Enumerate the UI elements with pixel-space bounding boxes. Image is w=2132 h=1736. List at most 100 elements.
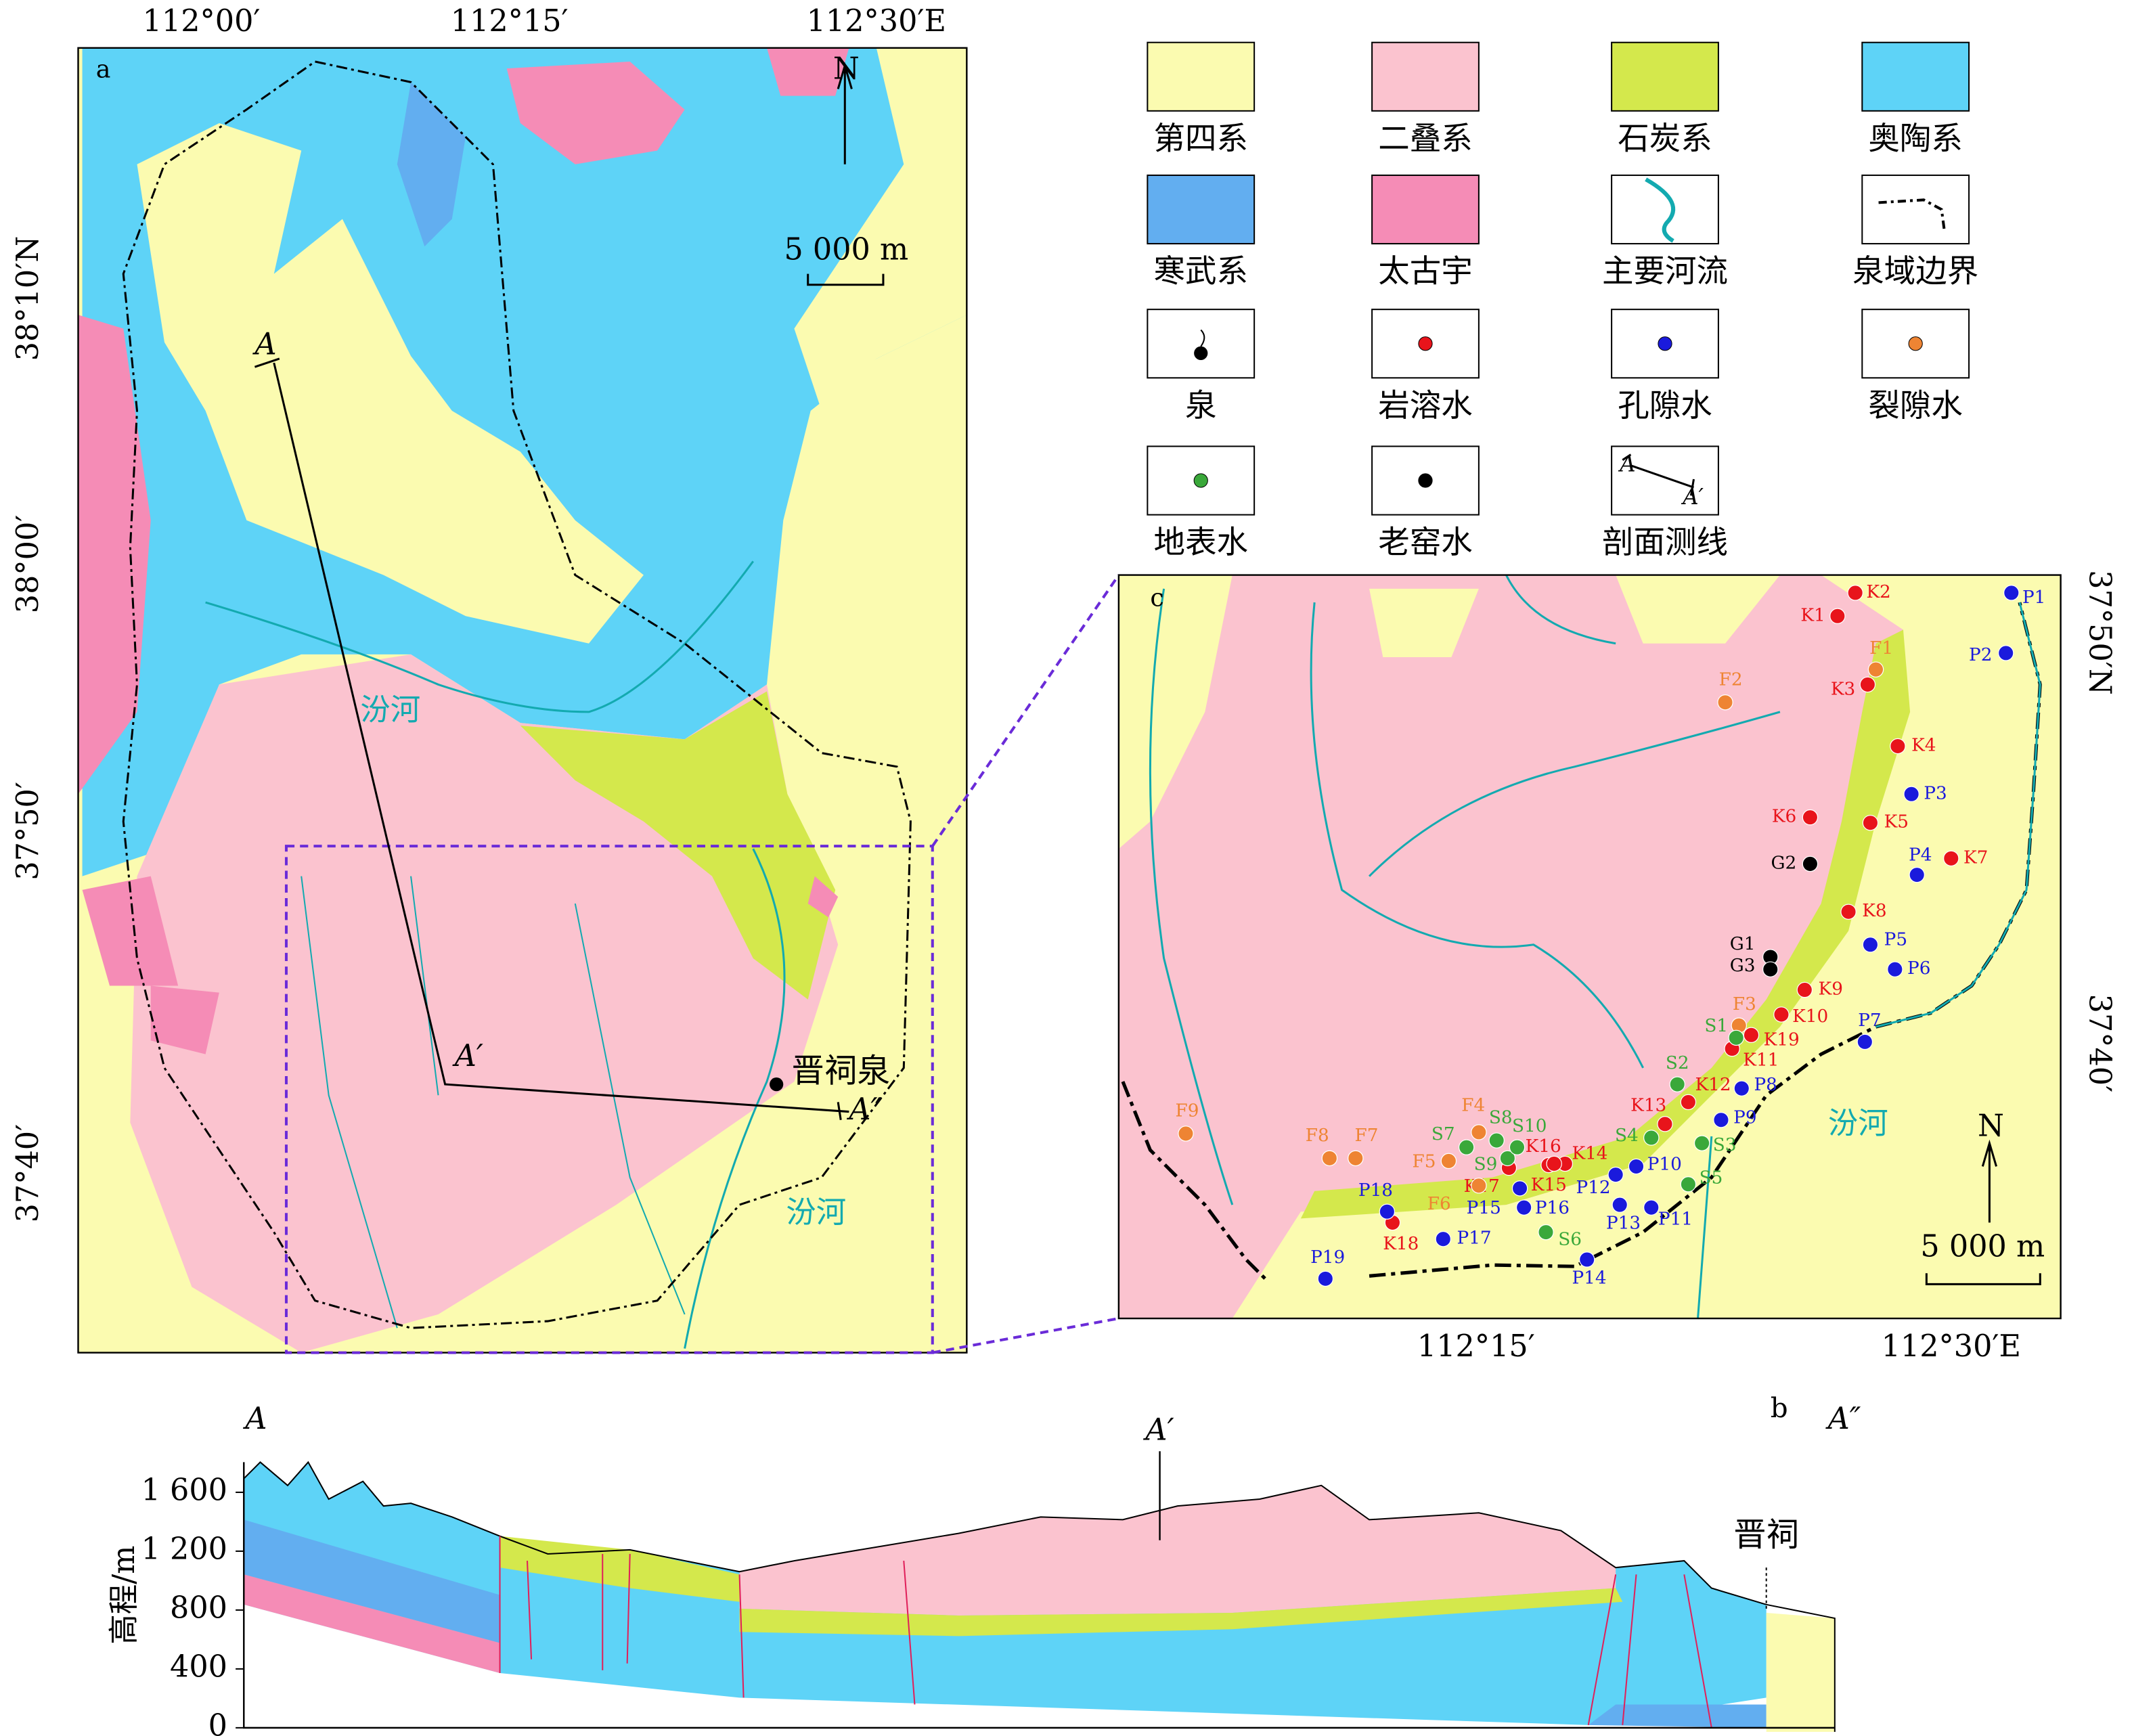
sample-point [1847, 585, 1863, 601]
sample-point [1515, 1199, 1532, 1216]
sample-label: K13 [1630, 1095, 1666, 1115]
legend-swatch [1861, 174, 1970, 245]
scale-label: 5 000 m [784, 233, 908, 267]
sample-label: G2 [1771, 853, 1796, 873]
legend-label: 老窑水 [1378, 524, 1473, 560]
section-label: A″ [846, 1092, 882, 1127]
sample-label: K6 [1772, 807, 1796, 827]
lat-label: 37°50′ [11, 782, 45, 881]
sample-point [1859, 676, 1876, 693]
legend-label: 石炭系 [1618, 120, 1712, 156]
legend-label: 二叠系 [1378, 120, 1473, 156]
sample-point [1643, 1130, 1660, 1146]
sample-point [1717, 694, 1733, 711]
panel-label: c [1150, 583, 1163, 613]
legend-label: 寒武系 [1153, 253, 1248, 290]
sample-point [1762, 961, 1779, 977]
legend-swatch [1147, 41, 1256, 112]
sample-label: F6 [1427, 1194, 1451, 1214]
legend-section [1622, 453, 1695, 496]
section-end: A′ [1142, 1412, 1174, 1447]
lon-label: 112°30′E [1882, 1329, 2021, 1364]
section-end: A [242, 1402, 267, 1436]
y-tick-label: 400 [170, 1649, 227, 1684]
sample-label: K8 [1862, 901, 1886, 921]
sample-point [1887, 961, 1903, 977]
sample-point [1943, 850, 1959, 867]
river-label: 汾河 [360, 692, 420, 727]
sample-point [1680, 1176, 1697, 1193]
sample-label: K2 [1866, 582, 1890, 602]
sample-point [1840, 904, 1857, 920]
lon-label: 112°30′E [807, 4, 946, 39]
sample-label: S6 [1558, 1230, 1582, 1250]
sample-point [1578, 1251, 1595, 1268]
sample-label: P2 [1969, 645, 1992, 665]
legend-dot [1418, 473, 1433, 488]
sample-point [1693, 1135, 1710, 1151]
sample-label: P6 [1907, 958, 1930, 979]
sample-label: K11 [1743, 1050, 1779, 1071]
lat-label: 38°00′ [11, 515, 45, 614]
sample-label: P13 [1606, 1213, 1641, 1233]
north-label: N [833, 52, 860, 87]
legend-dot [1658, 336, 1672, 351]
legend-label: 剖面测线 [1602, 524, 1728, 560]
legend-label: 太古宇 [1378, 253, 1473, 290]
sample-point [1643, 1199, 1660, 1216]
sample-point [1471, 1178, 1487, 1194]
legend-label: 第四系 [1153, 120, 1248, 156]
lat-label: 37°40′ [2083, 994, 2117, 1093]
cross-section [243, 1451, 1836, 1732]
sample-label: K18 [1383, 1234, 1419, 1254]
legend-label: 裂隙水 [1868, 387, 1963, 424]
lon-label: 112°15′ [451, 4, 569, 39]
legend-swatch [1147, 309, 1256, 379]
sample-point [1903, 786, 1919, 802]
legend-label: 地表水 [1153, 524, 1248, 560]
legend-dot [1418, 336, 1433, 351]
sample-point [1379, 1203, 1396, 1220]
sample-label: G3 [1730, 956, 1756, 976]
sample-point [1802, 809, 1819, 826]
sample-label: K16 [1526, 1136, 1561, 1157]
sample-point [1796, 981, 1813, 998]
sample-point [1348, 1150, 1364, 1167]
sample-label: F9 [1176, 1101, 1199, 1121]
y-axis-label: 高程/m [107, 1546, 141, 1645]
sample-point [1680, 1094, 1697, 1111]
panel-label: b [1771, 1392, 1788, 1424]
legend-swatch [1611, 445, 1719, 516]
sample-label: F4 [1461, 1095, 1485, 1115]
legend-swatch [1371, 174, 1480, 245]
sample-point [1997, 645, 2014, 661]
sample-label: P14 [1572, 1268, 1606, 1288]
sample-label: S1 [1704, 1016, 1728, 1036]
sample-label: P17 [1457, 1228, 1492, 1249]
lat-label: 37°40′ [11, 1124, 45, 1223]
inset-box [284, 845, 934, 1354]
sample-point [1178, 1126, 1194, 1142]
sample-point [1773, 1006, 1790, 1023]
sample-point [1628, 1158, 1645, 1175]
sample-point [1857, 1033, 1873, 1050]
sample-point [1909, 866, 1925, 883]
sample-label: S10 [1512, 1116, 1547, 1136]
lon-label: 112°00′ [143, 4, 261, 39]
y-tick-label: 0 [208, 1708, 227, 1736]
site-label: 晋祠 [1733, 1516, 1799, 1554]
sample-label: P1 [2022, 587, 2045, 608]
sample-label: P7 [1858, 1010, 1881, 1031]
spring-label: 晋祠泉 [791, 1052, 890, 1090]
sample-point [1728, 1029, 1744, 1046]
sample-label: S7 [1431, 1124, 1455, 1144]
legend-label: 岩溶水 [1378, 387, 1473, 424]
legend-label: 奥陶系 [1868, 120, 1963, 156]
sample-point [1488, 1132, 1505, 1149]
sample-label: S4 [1615, 1126, 1639, 1146]
scale-label: 5 000 m [1920, 1229, 2045, 1264]
sample-label: S2 [1666, 1053, 1689, 1073]
legend-label: 泉 [1185, 387, 1217, 424]
